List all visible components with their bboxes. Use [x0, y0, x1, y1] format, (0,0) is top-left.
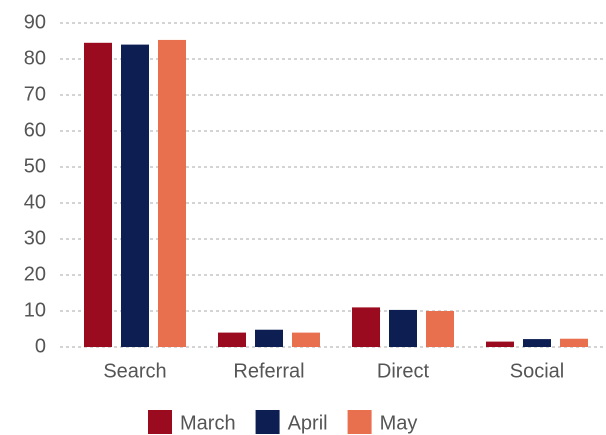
y-tick-label: 50	[24, 155, 46, 177]
bar	[389, 309, 417, 347]
y-tick-label: 30	[24, 227, 46, 249]
y-tick-label: 0	[35, 335, 46, 357]
y-tick-label: 20	[24, 263, 46, 285]
bar	[218, 332, 246, 347]
bar	[292, 332, 320, 347]
legend-swatch	[148, 410, 172, 434]
legend-label: May	[380, 412, 418, 434]
legend-label: March	[180, 412, 236, 434]
x-tick-label: Direct	[377, 360, 430, 382]
bar	[523, 339, 551, 347]
bar	[84, 42, 112, 348]
legend-label: April	[288, 412, 328, 434]
bar	[426, 311, 454, 347]
y-tick-label: 60	[24, 119, 46, 141]
bar	[158, 39, 186, 348]
x-tick-label: Referral	[233, 360, 304, 382]
y-tick-label: 80	[24, 47, 46, 69]
x-tick-label: Social	[510, 360, 564, 382]
x-tick-label: Search	[103, 360, 166, 382]
y-tick-label: 10	[24, 299, 46, 321]
bar	[255, 329, 283, 347]
legend-swatch	[347, 410, 372, 434]
y-tick-label: 90	[24, 11, 46, 33]
y-tick-label: 70	[24, 83, 46, 105]
y-tick-label: 40	[24, 191, 46, 213]
legend-swatch	[255, 410, 280, 434]
bar	[352, 307, 380, 347]
bar	[560, 338, 588, 347]
bar	[486, 341, 514, 347]
bar	[121, 44, 149, 347]
